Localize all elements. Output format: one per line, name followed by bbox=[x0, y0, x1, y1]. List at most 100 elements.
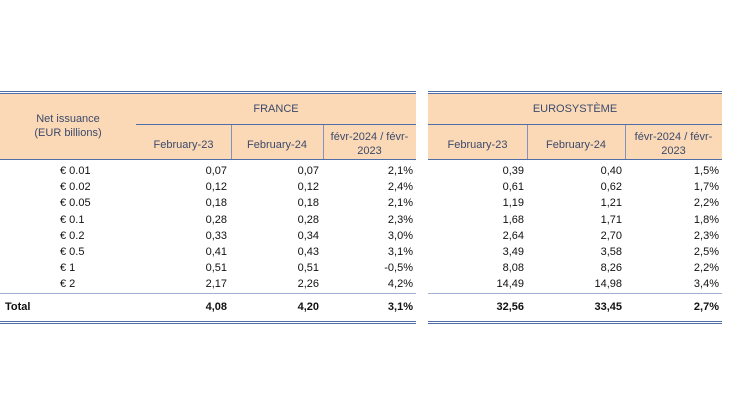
fr-feb24-value: 0,28 bbox=[297, 213, 319, 226]
fr-feb23-value: 2,17 bbox=[205, 278, 227, 291]
fr-change-value: 2,1% bbox=[387, 197, 413, 210]
fr-feb23-value: 0,33 bbox=[205, 229, 227, 242]
eu-feb24-value: 14,98 bbox=[594, 278, 622, 291]
col-divider bbox=[625, 125, 626, 159]
col-divider bbox=[231, 125, 232, 159]
eu-feb23-value: 8,08 bbox=[502, 262, 524, 275]
eu-change-value: 3,4% bbox=[693, 278, 719, 291]
table-row: € 0.2 0,33 0,34 3,0% bbox=[0, 228, 416, 244]
france-header: Net issuance (EUR billions) FRANCE Febru… bbox=[0, 94, 416, 159]
fr-feb23-value: 0,28 bbox=[205, 213, 227, 226]
col-header-feb24: February-24 bbox=[247, 139, 307, 151]
fr-feb23-value: 0,18 bbox=[205, 197, 227, 210]
table-row: 1,68 1,71 1,8% bbox=[428, 212, 722, 228]
eu-feb23-value: 14,49 bbox=[496, 278, 524, 291]
denomination-label: € 0.02 bbox=[60, 181, 91, 194]
table-row: € 0.5 0,41 0,43 3,1% bbox=[0, 244, 416, 260]
table-row: € 0.05 0,18 0,18 2,1% bbox=[0, 195, 416, 211]
eu-feb24-value: 1,21 bbox=[600, 197, 622, 210]
fr-change-value: 2,4% bbox=[387, 181, 413, 194]
header-bottom-rule bbox=[0, 159, 416, 160]
table-row: 14,49 14,98 3,4% bbox=[428, 276, 722, 292]
eu-change-value: 2,5% bbox=[693, 246, 719, 258]
col-header-feb23: February-23 bbox=[447, 139, 508, 151]
top-double-rule bbox=[0, 91, 416, 94]
header-bottom-rule bbox=[428, 159, 722, 160]
table-row: 3,49 3,58 2,5% bbox=[428, 244, 722, 260]
total-label: Total bbox=[5, 301, 31, 313]
col-header-change: févr-2024 / févr- 2023 bbox=[330, 131, 409, 157]
eu-feb24-value: 2,70 bbox=[600, 229, 622, 242]
fr-change-value: -0,5% bbox=[384, 262, 413, 275]
euro-header: EUROSYSTÈME February-23 February-24 févr… bbox=[428, 94, 722, 159]
bottom-double-rule bbox=[0, 321, 416, 324]
total-fr-feb24: 4,20 bbox=[297, 301, 319, 313]
eu-feb23-value: 0,61 bbox=[502, 181, 524, 194]
fr-feb23-value: 0,41 bbox=[205, 246, 227, 258]
total-fr-change: 3,1% bbox=[387, 301, 413, 313]
fr-feb24-value: 0,18 bbox=[297, 197, 319, 210]
euro-title: EUROSYSTÈME bbox=[532, 103, 618, 115]
eu-feb24-value: 1,71 bbox=[600, 213, 622, 226]
table-row: € 0.01 0,07 0,07 2,1% bbox=[0, 163, 416, 179]
eu-feb24-value: 0,62 bbox=[600, 181, 622, 194]
header-divider bbox=[136, 124, 416, 125]
table-row: 2,64 2,70 2,3% bbox=[428, 228, 722, 244]
eu-change-value: 1,5% bbox=[693, 165, 719, 177]
eurosystem-table: EUROSYSTÈME February-23 February-24 févr… bbox=[428, 91, 722, 327]
header-divider bbox=[428, 124, 722, 125]
eu-change-value: 2,2% bbox=[693, 262, 719, 275]
denomination-label: € 1 bbox=[60, 262, 76, 275]
fr-change-value: 3,1% bbox=[387, 246, 413, 258]
eu-change-value: 1,7% bbox=[693, 181, 719, 194]
france-title: FRANCE bbox=[253, 103, 299, 115]
fr-feb24-value: 0,07 bbox=[297, 165, 319, 177]
eu-feb23-value: 2,64 bbox=[502, 229, 524, 242]
denomination-label: € 0.05 bbox=[60, 197, 91, 210]
fr-feb23-value: 0,51 bbox=[205, 262, 227, 275]
fr-feb23-value: 0,12 bbox=[205, 181, 227, 194]
table-row: 1,19 1,21 2,2% bbox=[428, 195, 722, 211]
total-row: 32,56 33,45 2,7% bbox=[428, 299, 722, 315]
eu-change-value: 2,2% bbox=[693, 197, 719, 210]
table-row: 0,61 0,62 1,7% bbox=[428, 179, 722, 195]
total-fr-feb23: 4,08 bbox=[205, 301, 227, 313]
col-divider bbox=[323, 125, 324, 159]
total-row: Total 4,08 4,20 3,1% bbox=[0, 299, 416, 315]
fr-feb24-value: 0,51 bbox=[297, 262, 319, 275]
table-row: € 1 0,51 0,51 -0,5% bbox=[0, 260, 416, 276]
fr-feb24-value: 2,26 bbox=[297, 278, 319, 291]
row-label-header: Net issuance (EUR billions) bbox=[34, 113, 102, 139]
bottom-double-rule bbox=[428, 321, 722, 324]
denomination-label: € 0.1 bbox=[60, 213, 85, 226]
fr-change-value: 3,0% bbox=[387, 229, 413, 242]
total-eu-feb24: 33,45 bbox=[594, 301, 622, 313]
denomination-label: € 0.5 bbox=[60, 246, 85, 258]
table-row: 0,39 0,40 1,5% bbox=[428, 163, 722, 179]
denomination-label: € 0.01 bbox=[60, 165, 91, 177]
fr-feb24-value: 0,12 bbox=[297, 181, 319, 194]
col-divider bbox=[527, 125, 528, 159]
fr-change-value: 4,2% bbox=[387, 278, 413, 291]
table-row: € 0.02 0,12 0,12 2,4% bbox=[0, 179, 416, 195]
col-header-feb23: February-23 bbox=[153, 139, 214, 151]
eu-feb24-value: 3,58 bbox=[600, 246, 622, 258]
fr-feb23-value: 0,07 bbox=[205, 165, 227, 177]
table-row: 8,08 8,26 2,2% bbox=[428, 260, 722, 276]
france-table: Net issuance (EUR billions) FRANCE Febru… bbox=[0, 91, 416, 327]
total-top-rule bbox=[0, 293, 416, 294]
total-top-rule bbox=[428, 293, 722, 294]
eu-feb23-value: 3,49 bbox=[502, 246, 524, 258]
fr-feb24-value: 0,34 bbox=[297, 229, 319, 242]
table-row: € 2 2,17 2,26 4,2% bbox=[0, 276, 416, 292]
table-row: € 0.1 0,28 0,28 2,3% bbox=[0, 212, 416, 228]
eu-feb23-value: 0,39 bbox=[502, 165, 524, 177]
fr-change-value: 2,3% bbox=[387, 213, 413, 226]
total-eu-change: 2,7% bbox=[693, 301, 719, 313]
eu-feb24-value: 8,26 bbox=[600, 262, 622, 275]
eu-feb23-value: 1,19 bbox=[502, 197, 524, 210]
eu-feb23-value: 1,68 bbox=[502, 213, 524, 226]
fr-change-value: 2,1% bbox=[387, 165, 413, 177]
col-header-feb24: February-24 bbox=[546, 139, 606, 151]
top-double-rule bbox=[428, 91, 722, 94]
